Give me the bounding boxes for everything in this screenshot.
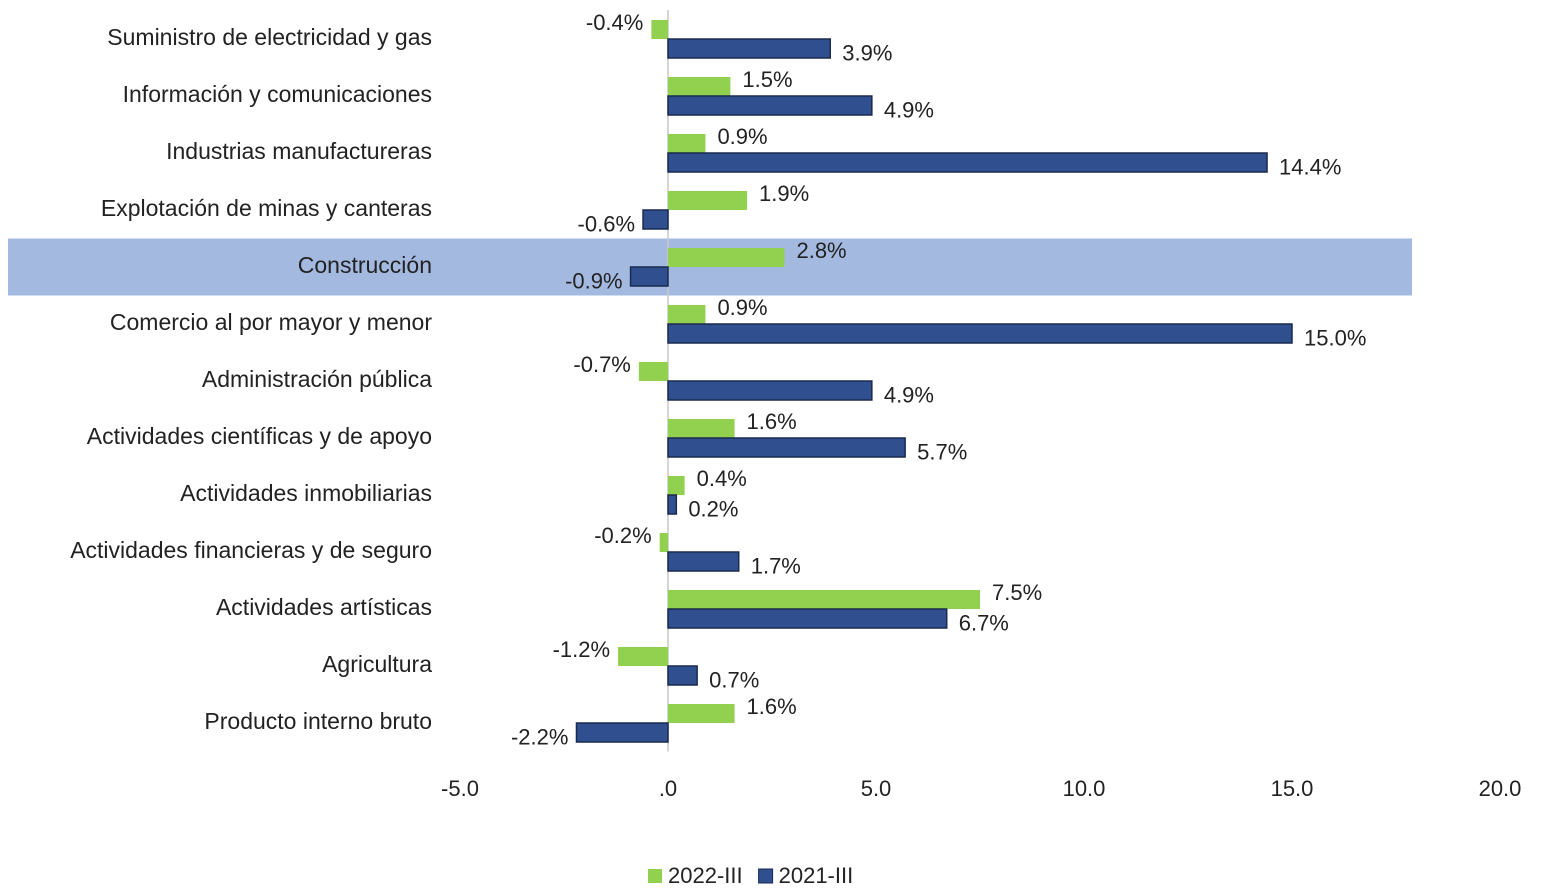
legend-swatch (648, 869, 662, 883)
value-label: -0.9% (565, 268, 622, 293)
value-label: -0.6% (578, 211, 635, 236)
value-label: 0.2% (688, 496, 738, 521)
bar (667, 95, 873, 116)
bar (638, 362, 668, 381)
bar (668, 134, 706, 153)
x-tick-label: .0 (659, 776, 677, 801)
value-label: 4.9% (884, 97, 934, 122)
bar (667, 437, 906, 458)
category-label: Actividades financieras y de seguro (70, 537, 432, 563)
x-tick-label: 10.0 (1063, 776, 1106, 801)
x-tick-label: 5.0 (861, 776, 892, 801)
category-label: Actividades artísticas (216, 594, 432, 620)
value-label: 4.9% (884, 382, 934, 407)
value-label: 2.8% (796, 238, 846, 263)
x-tick-label: -5.0 (441, 776, 479, 801)
bar (667, 380, 873, 401)
value-label: 0.7% (709, 667, 759, 692)
category-label: Suministro de electricidad y gas (107, 24, 432, 50)
bar (668, 191, 748, 210)
legend-swatch (758, 868, 774, 884)
bar (667, 38, 831, 59)
category-label: Información y comunicaciones (123, 81, 432, 107)
value-label: 0.9% (717, 124, 767, 149)
bar (651, 20, 668, 39)
bar (668, 248, 785, 267)
category-label: Actividades científicas y de apoyo (87, 423, 432, 449)
value-label: 1.7% (751, 553, 801, 578)
value-label: 0.4% (697, 466, 747, 491)
category-label: Actividades inmobiliarias (180, 480, 432, 506)
category-label: Construcción (298, 252, 432, 278)
bar (618, 647, 668, 666)
value-label: -1.2% (553, 637, 610, 662)
value-label: 0.9% (717, 295, 767, 320)
value-label: 1.9% (759, 181, 809, 206)
value-label: -0.7% (573, 352, 630, 377)
bar (642, 209, 669, 230)
bar (667, 323, 1293, 344)
bar (667, 152, 1268, 173)
category-label: Administración pública (202, 366, 432, 392)
bar (668, 590, 980, 609)
value-label: 1.5% (742, 67, 792, 92)
value-label: -0.4% (586, 10, 643, 35)
value-label: 3.9% (842, 40, 892, 65)
category-label: Industrias manufactureras (166, 138, 432, 164)
category-label: Producto interno bruto (204, 708, 432, 734)
bar (668, 419, 735, 438)
legend-label: 2022-III (668, 863, 743, 888)
bar (659, 533, 668, 552)
bar (575, 722, 669, 743)
category-label: Comercio al por mayor y menor (110, 309, 432, 335)
category-label: Agricultura (322, 651, 432, 677)
category-label: Explotación de minas y canteras (101, 195, 432, 221)
value-label: 7.5% (992, 580, 1042, 605)
bar (668, 305, 706, 324)
bar (668, 476, 685, 495)
value-label: 14.4% (1279, 154, 1341, 179)
bar (629, 266, 669, 287)
value-label: 1.6% (747, 694, 797, 719)
value-label: -2.2% (511, 724, 568, 749)
value-label: 15.0% (1304, 325, 1366, 350)
value-label: -0.2% (594, 523, 651, 548)
bar (667, 665, 698, 686)
value-label: 6.7% (959, 610, 1009, 635)
x-tick-label: 20.0 (1479, 776, 1522, 801)
legend-label: 2021-III (779, 863, 854, 888)
bar (668, 704, 735, 723)
value-label: 1.6% (747, 409, 797, 434)
bar (667, 494, 678, 515)
x-tick-label: 15.0 (1271, 776, 1314, 801)
value-label: 5.7% (917, 439, 967, 464)
bar (667, 608, 948, 629)
bar (667, 551, 740, 572)
bar (668, 77, 731, 96)
